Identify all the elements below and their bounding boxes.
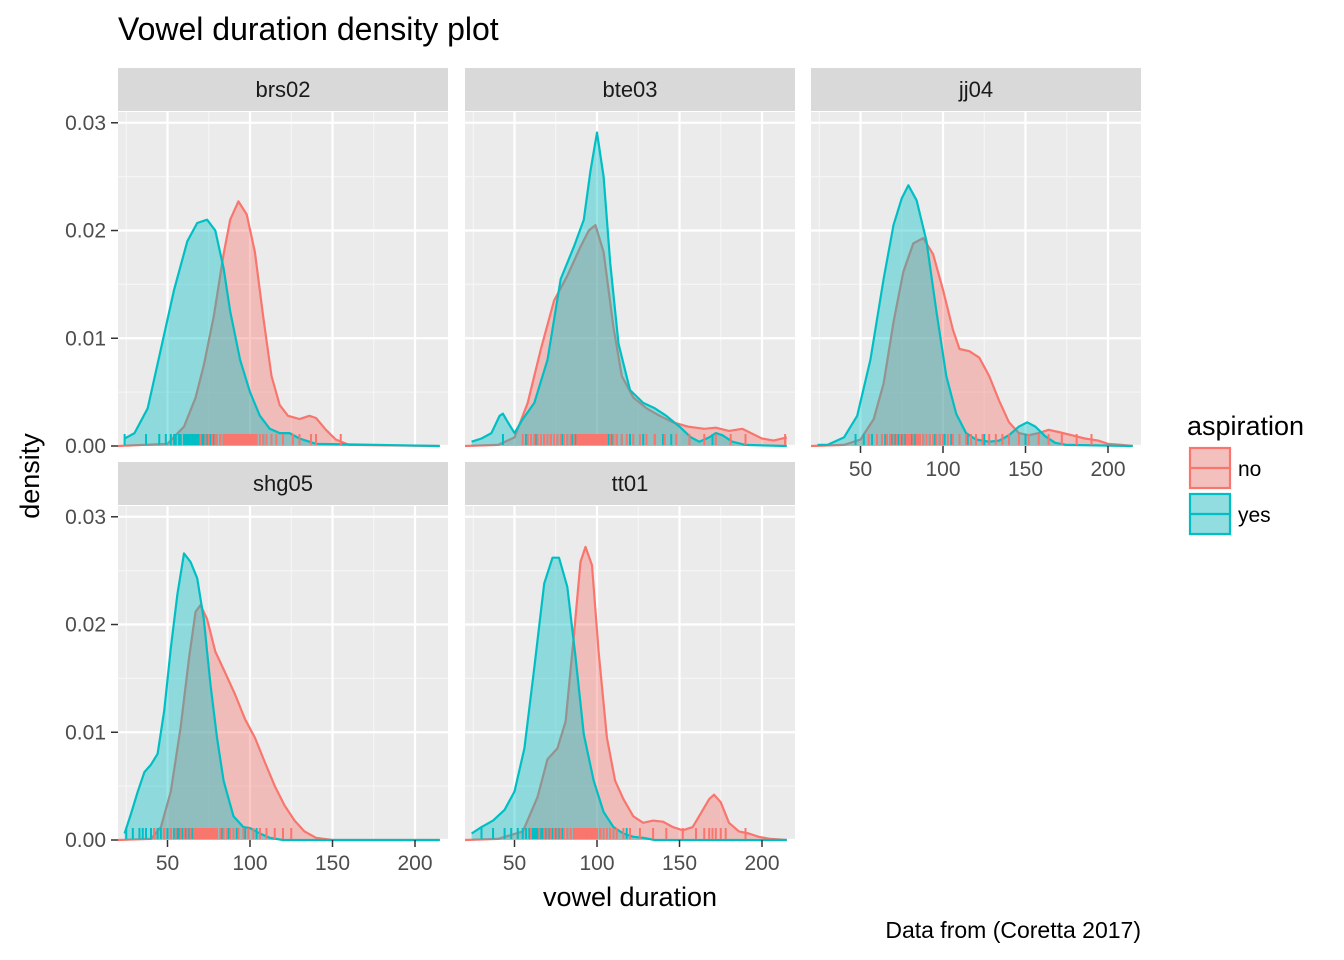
density-area-no — [811, 238, 1133, 446]
density-line-yes — [124, 218, 440, 448]
panel-background — [465, 506, 795, 840]
x-tick-label: 200 — [397, 852, 432, 875]
density-area-yes — [471, 132, 787, 446]
strip-tt01 — [465, 462, 795, 505]
strip-label-shg05: shg05 — [253, 471, 313, 496]
panel-background — [811, 112, 1141, 446]
strip-label-brs02: brs02 — [255, 77, 310, 102]
density-line-yes — [471, 131, 787, 448]
x-tick-label: 100 — [579, 852, 614, 875]
y-tick-label: 0.00 — [65, 435, 106, 458]
facet-panels: brs02 0.00 0.01 0.02 0.03 bte03 jj04 50 100 150 20… — [65, 68, 1141, 875]
panel-tt01: tt01 50 100 150 200 — [464, 462, 795, 875]
chart-title: Vowel duration density plot — [118, 11, 499, 47]
chart-caption: Data from (Coretta 2017) — [885, 917, 1141, 943]
strip-brs02 — [118, 68, 448, 111]
panel-bte03: bte03 — [464, 68, 795, 448]
legend-entry-no: no — [1188, 446, 1261, 490]
density-line-no — [464, 224, 788, 448]
x-tick-label: 200 — [744, 852, 779, 875]
legend-label-no: no — [1238, 458, 1261, 481]
strip-label-tt01: tt01 — [612, 471, 649, 496]
y-tick-label: 0.02 — [65, 614, 106, 637]
strip-jj04 — [811, 68, 1141, 111]
x-tick-label: 50 — [156, 852, 179, 875]
legend-entry-yes: yes — [1188, 492, 1271, 536]
y-tick-label: 0.01 — [65, 327, 106, 350]
density-area-yes — [124, 219, 440, 446]
density-area-yes — [471, 557, 787, 840]
x-tick-label: 150 — [662, 852, 697, 875]
x-axis-title: vowel duration — [543, 882, 717, 912]
legend-title: aspiration — [1187, 411, 1304, 441]
legend: aspiration no yes — [1187, 411, 1304, 536]
y-tick-label: 0.03 — [65, 112, 106, 135]
density-line-no — [464, 545, 787, 842]
density-area-no — [118, 605, 440, 840]
y-tick-label: 0.03 — [65, 506, 106, 529]
density-line-no — [117, 200, 440, 448]
y-axis-title: density — [15, 433, 45, 519]
strip-shg05 — [118, 462, 448, 505]
x-tick-label: 150 — [315, 852, 350, 875]
y-tick-label: 0.01 — [65, 721, 106, 744]
panel-jj04: jj04 50 100 150 200 — [810, 68, 1141, 481]
strip-bte03 — [465, 68, 795, 111]
x-tick-label: 100 — [925, 458, 960, 481]
y-tick-label: 0.00 — [65, 829, 106, 852]
y-tick-label: 0.02 — [65, 220, 106, 243]
density-area-yes — [817, 185, 1133, 447]
strip-label-jj04: jj04 — [958, 77, 993, 102]
density-line-no — [117, 604, 440, 842]
x-tick-label: 50 — [503, 852, 526, 875]
strip-label-bte03: bte03 — [602, 77, 657, 102]
x-tick-label: 200 — [1090, 458, 1125, 481]
panel-brs02: brs02 0.00 0.01 0.02 0.03 — [65, 68, 448, 458]
density-area-no — [465, 225, 787, 446]
panel-shg05: shg05 0.00 0.01 0.02 0.03 50 100 150 200 — [65, 462, 448, 875]
x-tick-label: 50 — [849, 458, 872, 481]
x-tick-label: 100 — [232, 852, 267, 875]
density-line-yes — [817, 184, 1133, 448]
legend-label-yes: yes — [1238, 504, 1271, 527]
x-tick-label: 150 — [1008, 458, 1043, 481]
legend-entries: no yes — [1188, 446, 1271, 536]
panel-background — [118, 112, 448, 446]
